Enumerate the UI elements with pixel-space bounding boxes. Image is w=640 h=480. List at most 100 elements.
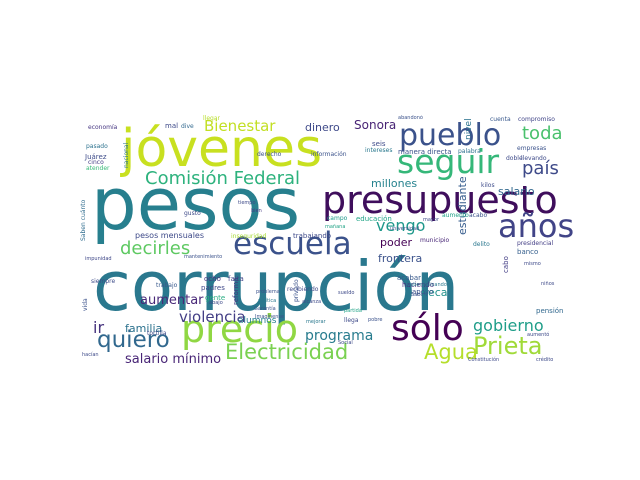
word-ninos: niños bbox=[541, 281, 555, 287]
word-juarez: Juárez bbox=[85, 153, 107, 161]
word-aumento: aumento bbox=[442, 212, 469, 219]
word-abandono: abandonó bbox=[398, 115, 423, 121]
word-llegar: llegar bbox=[203, 115, 220, 122]
word-precio: precio bbox=[181, 307, 298, 351]
word-acabar: acabar bbox=[397, 274, 422, 282]
word-recibiendo: recibiendo bbox=[287, 286, 319, 293]
word-educacion: educación bbox=[356, 215, 392, 223]
word-apoyo: apoyo bbox=[412, 288, 434, 296]
word-impunidad: impunidad bbox=[85, 256, 112, 262]
word-bien: bien bbox=[251, 208, 262, 214]
word-alumnos: alumnos bbox=[238, 316, 277, 326]
word-familia: familia bbox=[125, 322, 163, 335]
word-universidad: universidad bbox=[390, 226, 420, 232]
word-informacion: información bbox=[311, 151, 347, 158]
word-ir: ir bbox=[93, 318, 105, 337]
word-bienestar: Bienestar bbox=[204, 117, 276, 135]
word-millones: millones bbox=[371, 177, 418, 190]
word-delito: delito bbox=[473, 241, 490, 248]
word-mejorar: mejorar bbox=[306, 319, 326, 325]
word-politica: política bbox=[258, 298, 277, 304]
word-gobierno: gobierno bbox=[473, 316, 544, 335]
word-corrupcion: corrupción bbox=[93, 247, 460, 327]
word-intereses: intereses bbox=[365, 147, 393, 154]
word-saben-cuanto: Saben cuánto bbox=[80, 199, 87, 241]
word-pesos: pesos bbox=[91, 162, 301, 246]
word-pueblo: pueblo bbox=[399, 118, 502, 153]
word-acabo: acabó bbox=[469, 212, 488, 219]
word-poder: poder bbox=[380, 236, 412, 249]
word-salario-minimo: salario mínimo bbox=[125, 352, 222, 367]
word-toda: toda bbox=[522, 123, 563, 144]
word-nivel: nivel bbox=[464, 118, 474, 140]
word-decirles: decirles bbox=[120, 238, 191, 259]
word-abajo: abajo bbox=[209, 300, 223, 306]
word-trabajo: trabajo bbox=[156, 282, 178, 289]
word-presupuesto: presupuesto bbox=[322, 178, 558, 222]
word-cuenta: cuenta bbox=[490, 116, 511, 123]
word-trabajando: trabajando bbox=[293, 232, 332, 240]
word-pension: pensión bbox=[536, 307, 564, 315]
word-mal: mal bbox=[165, 122, 179, 130]
word-alcanza: alcanza bbox=[302, 299, 322, 305]
word-solo: sólo bbox=[391, 308, 464, 349]
word-manana: mañana bbox=[325, 224, 346, 230]
word-seguir: seguir bbox=[397, 142, 500, 181]
word-derecho: derecho bbox=[257, 151, 282, 158]
word-seis: seis bbox=[372, 140, 386, 148]
word-prieta: Prieta bbox=[473, 332, 543, 360]
word-siempre: siempre bbox=[91, 278, 116, 285]
word-hacian: hacían bbox=[82, 352, 99, 358]
word-campo: campo bbox=[327, 215, 348, 222]
word-gente: gente bbox=[205, 294, 226, 302]
word-llevando: llevando bbox=[521, 155, 547, 162]
word-beca: beca bbox=[421, 286, 448, 299]
word-presidencial: presidencial bbox=[517, 240, 554, 247]
word-palabra: palabra bbox=[458, 148, 481, 155]
word-pesos-mensuales: pesos mensuales bbox=[135, 231, 205, 240]
word-empresas: empresas bbox=[517, 145, 547, 152]
word-frontera: frontera bbox=[378, 252, 423, 265]
word-cabo: cabo bbox=[502, 256, 510, 273]
word-social: Social bbox=[338, 340, 353, 346]
word-inseguridad: inseguridad bbox=[231, 233, 267, 240]
word-pobre: pobre bbox=[368, 317, 383, 323]
word-municipio: municipio bbox=[420, 237, 450, 244]
word-atender: atender bbox=[86, 165, 110, 172]
word-cloud: corrupción pesos jóvenes presupuesto pre… bbox=[80, 115, 577, 367]
word-banco: banco bbox=[517, 248, 539, 256]
word-partida: partida bbox=[344, 308, 362, 314]
word-constitucion: Constitución bbox=[468, 357, 500, 363]
word-dive: dive bbox=[181, 123, 194, 130]
word-haciendo: haciendo bbox=[402, 281, 434, 289]
word-saben: Saben bbox=[411, 292, 427, 298]
word-anos: años bbox=[498, 207, 575, 245]
word-violencia: violencia bbox=[179, 308, 246, 326]
word-ocho: ocho bbox=[204, 275, 221, 283]
word-vengo: vengo bbox=[376, 216, 426, 235]
word-imaginense: Imagínense bbox=[255, 314, 285, 320]
word-pais: país bbox=[522, 158, 559, 179]
word-escuela: escuela bbox=[233, 226, 352, 262]
word-electricidad: Electricidad bbox=[225, 340, 349, 364]
word-comision-federal: Comisión Federal bbox=[145, 168, 301, 189]
word-mismo: mismo bbox=[524, 261, 541, 267]
word-garantia: Garantía bbox=[254, 306, 276, 312]
word-llega: llega bbox=[344, 317, 359, 324]
word-sonora: Sonora bbox=[354, 118, 397, 132]
word-vida: vida bbox=[82, 298, 89, 311]
word-reforma: reforma bbox=[232, 277, 240, 305]
word-estudiante: estudiante bbox=[456, 176, 469, 235]
word-tortilla: tortilla bbox=[147, 330, 167, 337]
word-sueldo: sueldo bbox=[338, 290, 355, 296]
word-manera-directa: manera directa bbox=[398, 148, 452, 156]
word-padres: padres bbox=[201, 284, 225, 292]
word-compromiso: compromiso bbox=[518, 116, 555, 123]
word-nacional: nacional bbox=[123, 142, 130, 168]
word-problema: problema bbox=[256, 289, 280, 295]
word-economia: economía bbox=[88, 124, 118, 131]
word-privado: privado bbox=[293, 279, 300, 302]
word-aumento-2: aumentó bbox=[527, 332, 550, 338]
word-doble: doble bbox=[506, 155, 523, 162]
word-kilos: kilos bbox=[481, 182, 495, 189]
